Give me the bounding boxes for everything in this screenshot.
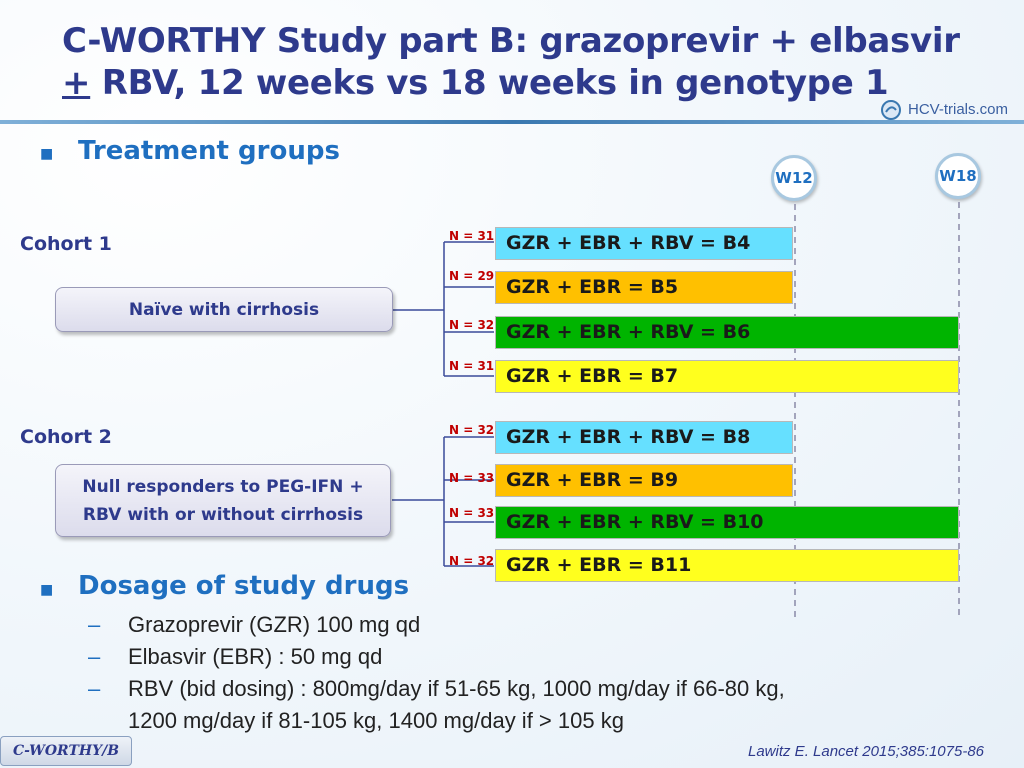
arm-b6-n-label: N = 32 xyxy=(449,318,495,332)
arm-b7-label: GZR + EBR = B7 xyxy=(506,365,679,387)
week-18-marker: W18 xyxy=(935,153,981,199)
hcv-trials-logo: HCV-trials.com xyxy=(880,98,1020,124)
dosage-item-text: RBV (bid dosing) : 800mg/day if 51-65 kg… xyxy=(128,676,785,701)
cohort-1-population-text: Naïve with cirrhosis xyxy=(128,299,320,320)
arm-b5-label: GZR + EBR = B5 xyxy=(506,276,679,298)
dosage-item-text: Grazoprevir (GZR) 100 mg qd xyxy=(128,612,421,637)
arm-b4-bar: GZR + EBR + RBV = B4 xyxy=(495,227,793,260)
arm-b5-n-label: N = 29 xyxy=(449,269,495,283)
dosage-heading: Dosage of study drugs xyxy=(78,571,410,601)
dosage-item: – Elbasvir (EBR) : 50 mg qd xyxy=(88,644,382,670)
dash-icon: – xyxy=(88,676,101,701)
logo-icon xyxy=(881,100,901,120)
arm-b8-bar: GZR + EBR + RBV = B8 xyxy=(495,421,793,454)
cohort-1-population-box: Naïve with cirrhosis xyxy=(55,287,393,332)
arm-b10-bar: GZR + EBR + RBV = B10 xyxy=(495,506,959,539)
arm-b5-bar: GZR + EBR = B5 xyxy=(495,271,793,304)
week-18-label: W18 xyxy=(939,167,977,185)
dosage-item: – RBV (bid dosing) : 800mg/day if 51-65 … xyxy=(88,676,785,702)
dosage-item-continuation: 1200 mg/day if 81-105 kg, 1400 mg/day if… xyxy=(128,708,624,733)
arm-b8-label: GZR + EBR + RBV = B8 xyxy=(506,426,751,448)
arm-b4-n-label: N = 31 xyxy=(449,229,495,243)
title-line-2-text: RBV, 12 weeks vs 18 weeks in genotype 1 xyxy=(90,63,889,103)
arm-b9-label: GZR + EBR = B9 xyxy=(506,469,679,491)
citation: Lawitz E. Lancet 2015;385:1075-86 xyxy=(748,743,985,760)
arm-b10-n-label: N = 33 xyxy=(449,506,495,520)
arm-b6-bar: GZR + EBR + RBV = B6 xyxy=(495,316,959,349)
treatment-groups-heading: Treatment groups xyxy=(78,136,340,166)
cohort-2-label: Cohort 2 xyxy=(20,426,112,448)
week-12-label: W12 xyxy=(775,169,813,187)
arm-b7-bar: GZR + EBR = B7 xyxy=(495,360,959,393)
plus-minus-symbol: + xyxy=(62,63,91,103)
arm-b4-label: GZR + EBR + RBV = B4 xyxy=(506,232,751,254)
bullet-square-icon: ■ xyxy=(40,582,54,598)
logo-text: HCV-trials.com xyxy=(908,101,1009,118)
arm-b11-bar: GZR + EBR = B11 xyxy=(495,549,959,582)
title-line-2: + RBV, 12 weeks vs 18 weeks in genotype … xyxy=(62,62,962,104)
dash-icon: – xyxy=(88,644,101,669)
dosage-item-text: Elbasvir (EBR) : 50 mg qd xyxy=(128,644,383,669)
dosage-item: – Grazoprevir (GZR) 100 mg qd xyxy=(88,612,420,638)
arm-b9-n-label: N = 33 xyxy=(449,471,495,485)
arm-b6-label: GZR + EBR + RBV = B6 xyxy=(506,321,751,343)
cohort-2-population-text: Null responders to PEG-IFN + RBV with or… xyxy=(82,476,364,525)
dash-icon: – xyxy=(88,612,101,637)
study-tag-text: C-WORTHY/B xyxy=(12,743,120,759)
slide-title: C-WORTHY Study part B: grazoprevir + elb… xyxy=(62,20,962,104)
study-tag: C-WORTHY/B xyxy=(0,736,132,766)
arm-b11-label: GZR + EBR = B11 xyxy=(506,554,692,576)
arm-b8-n-label: N = 32 xyxy=(449,423,495,437)
arm-b7-n-label: N = 31 xyxy=(449,359,495,373)
arm-b10-label: GZR + EBR + RBV = B10 xyxy=(506,511,764,533)
cohort-1-label: Cohort 1 xyxy=(20,233,112,255)
week-12-marker: W12 xyxy=(771,155,817,201)
arm-b9-bar: GZR + EBR = B9 xyxy=(495,464,793,497)
bullet-square-icon: ■ xyxy=(40,146,54,162)
arm-b11-n-label: N = 32 xyxy=(449,554,495,568)
title-line-1: C-WORTHY Study part B: grazoprevir + elb… xyxy=(62,21,960,61)
cohort-2-population-box: Null responders to PEG-IFN + RBV with or… xyxy=(55,464,391,537)
title-divider xyxy=(0,120,1024,124)
